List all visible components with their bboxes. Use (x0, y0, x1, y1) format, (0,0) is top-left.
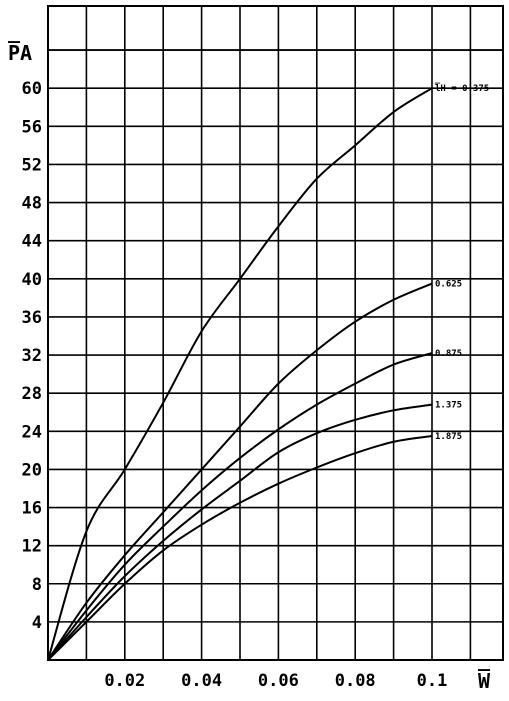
y-axis-label: P̅A (8, 41, 32, 65)
grid (47, 5, 504, 661)
x-tick-label: 0.1 (417, 671, 448, 691)
y-tick-label: 60 (22, 79, 42, 99)
series-label-3: 0.875 (435, 349, 462, 359)
y-tick-label: 56 (22, 117, 42, 137)
series-label-4: 1.375 (435, 401, 462, 411)
y-tick-label: 28 (22, 384, 42, 404)
series-label-5: 1.875 (435, 432, 462, 442)
series-line-5 (47, 435, 433, 661)
series-line-1 (47, 87, 433, 661)
series-line-4 (47, 403, 433, 661)
series-line-2 (47, 282, 433, 661)
x-tick-label: 0.02 (104, 671, 145, 691)
y-tick-label: 4 (32, 613, 42, 633)
x-tick-label: 0.08 (335, 671, 376, 691)
y-tick-label: 52 (22, 155, 42, 175)
y-tick-label: 16 (22, 499, 42, 519)
y-tick-label: 40 (22, 270, 42, 290)
plot-frame (47, 5, 504, 661)
y-tick-label: 48 (22, 194, 42, 214)
x-axis-label: W̅ (478, 669, 491, 693)
x-tick-label: 0.06 (258, 671, 299, 691)
y-tick-label: 36 (22, 308, 42, 328)
y-tick-label: 24 (22, 422, 42, 442)
y-tick-label: 44 (22, 232, 42, 252)
x-tick-label: 0.04 (181, 671, 222, 691)
y-tick-label: 12 (22, 537, 42, 557)
series-line-3 (47, 352, 433, 661)
y-tick-label: 8 (32, 575, 42, 595)
series-labels: l̅H = 0.375 0.625 0.875 1.375 1.875 (435, 82, 489, 442)
series-label-2: 0.625 (435, 280, 462, 290)
curves (47, 87, 433, 661)
y-tick-label: 32 (22, 346, 42, 366)
series-label-1: l̅H = 0.375 (435, 82, 489, 94)
y-tick-label: 20 (22, 460, 42, 480)
